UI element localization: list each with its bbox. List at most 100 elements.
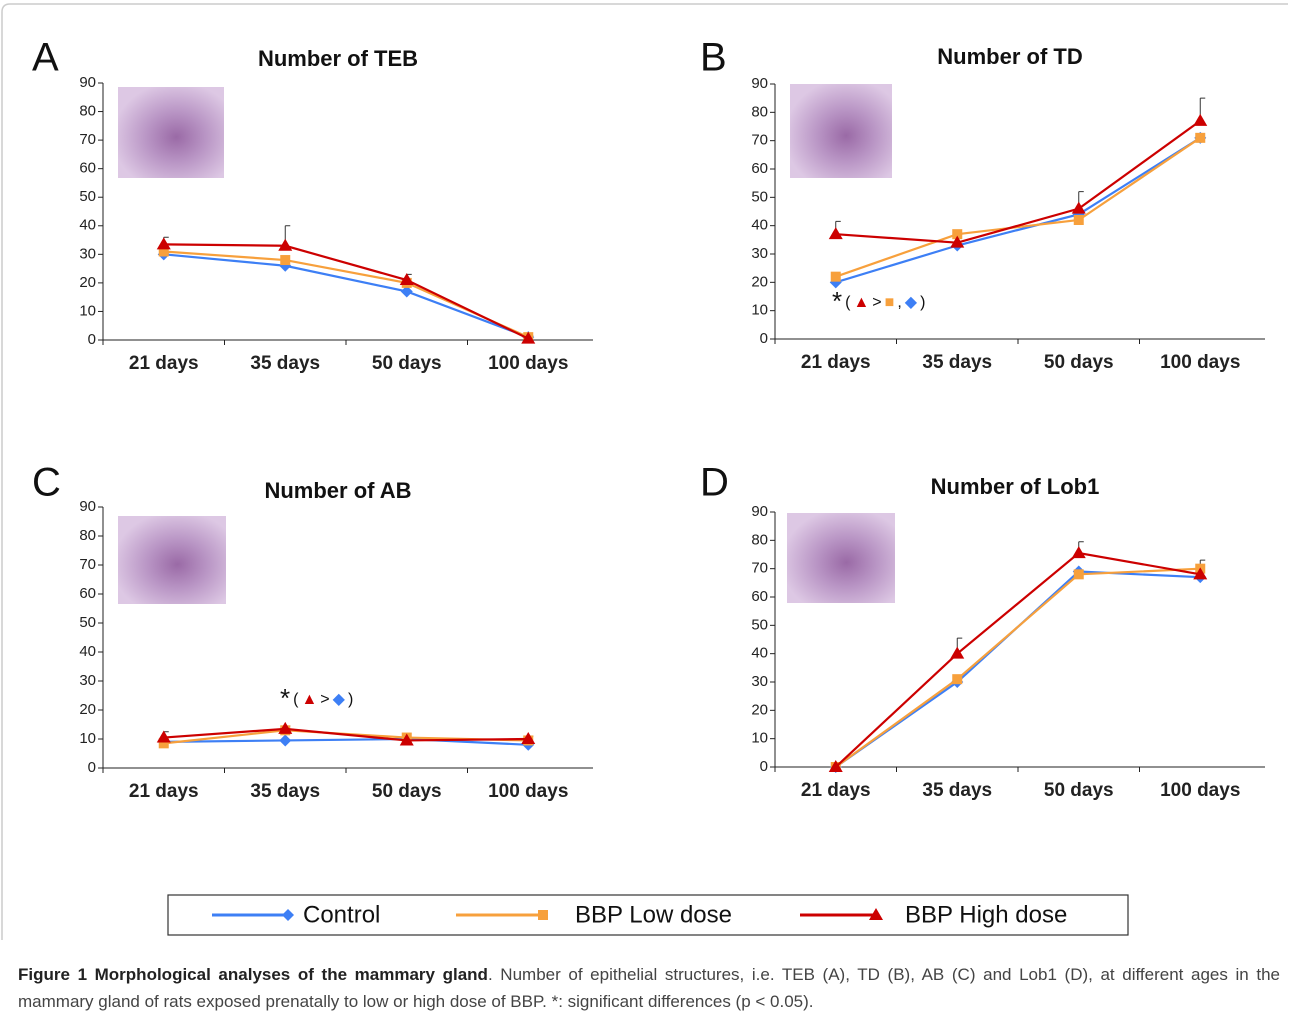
y-tick-label: 50 (79, 188, 96, 205)
y-tick-label: 80 (751, 531, 768, 548)
marker (1193, 113, 1208, 126)
marker (156, 730, 171, 743)
x-tick-label: 50 days (1044, 352, 1114, 373)
legend-label: BBP High dose (905, 901, 1067, 928)
x-tick-label: 50 days (372, 781, 442, 802)
annotation-part: ) (920, 294, 925, 311)
marker (950, 235, 965, 248)
series-line (835, 567, 1201, 768)
marker (1071, 546, 1086, 559)
y-tick-label: 40 (79, 643, 96, 660)
marker (521, 732, 536, 744)
y-tick-label: 60 (79, 585, 96, 602)
panel-label: D (700, 461, 729, 505)
y-tick-label: 0 (88, 759, 96, 776)
x-tick-label: 35 days (250, 353, 320, 374)
figure: A Number of TEB 0 10 20 30 40 50 60 70 80 90 21 days… (1, 3, 1288, 940)
x-tick-label: 35 days (250, 781, 320, 802)
marker (158, 738, 169, 749)
x-tick-label: 35 days (922, 352, 992, 373)
y-tick-label: 10 (751, 730, 768, 747)
marker (952, 229, 963, 240)
marker (828, 760, 843, 772)
y-tick-label: 20 (751, 701, 768, 718)
chart-title: Number of TEB (258, 46, 418, 71)
y-tick-label: 10 (751, 302, 768, 319)
panel-label: A (32, 36, 59, 80)
y-tick-label: 40 (79, 217, 96, 234)
x-tick-label: 100 days (1160, 780, 1240, 801)
y-tick-label: 30 (79, 672, 96, 689)
y-tick-label: 90 (79, 498, 96, 515)
series-line (835, 136, 1201, 284)
y-tick-label: 40 (751, 217, 768, 234)
marker (278, 238, 293, 251)
x-tick-label: 35 days (922, 780, 992, 801)
y-tick-label: 0 (760, 330, 768, 347)
y-tick-label: 90 (751, 503, 768, 520)
legend-label: Control (303, 901, 380, 928)
x-tick-label: 100 days (488, 781, 568, 802)
y-tick-label: 70 (751, 132, 768, 149)
annotation-part: ◆ (333, 691, 346, 708)
marker (1073, 215, 1084, 225)
y-tick-label: 90 (79, 74, 96, 91)
x-tick-label: 50 days (372, 353, 442, 374)
y-tick-label: 90 (751, 75, 768, 92)
annotation-part: > (320, 691, 329, 708)
panel-label: B (700, 36, 727, 80)
panel-label: C (32, 461, 61, 505)
y-tick-label: 70 (79, 131, 96, 148)
annotation-part: , (897, 294, 901, 311)
caption-title: Figure 1 Morphological analyses of the m… (18, 965, 488, 984)
annotation-part: ) (348, 691, 353, 708)
marker (282, 909, 294, 921)
marker (1195, 132, 1206, 143)
x-tick-label: 100 days (488, 353, 568, 374)
y-tick-label: 30 (79, 245, 96, 262)
y-tick-label: 80 (79, 103, 96, 120)
chart-title: Number of TD (937, 44, 1082, 69)
micrograph (787, 513, 895, 603)
marker (1193, 567, 1208, 580)
frame (1, 3, 1288, 940)
y-tick-label: 30 (751, 245, 768, 262)
y-tick-label: 10 (79, 730, 96, 747)
marker (280, 255, 291, 266)
series-line (163, 243, 529, 340)
marker (279, 734, 292, 747)
marker (830, 271, 841, 282)
chart-title: Number of Lob1 (931, 474, 1100, 499)
marker (521, 331, 536, 344)
y-tick-label: 0 (88, 331, 96, 348)
marker (538, 910, 548, 920)
annotation-part: * (832, 286, 842, 316)
y-tick-label: 80 (79, 527, 96, 544)
y-tick-label: 10 (79, 302, 96, 319)
annotation: *(▲ > ◆) (280, 683, 353, 713)
caption-text: . Number of epithelial structures, i.e. … (18, 965, 1280, 1011)
marker (950, 646, 965, 659)
marker (399, 273, 414, 286)
y-tick-label: 20 (79, 701, 96, 718)
y-tick-label: 40 (751, 645, 768, 662)
y-tick-label: 60 (751, 160, 768, 177)
annotation-part: ▲ (301, 691, 317, 708)
annotation-part: ( (293, 691, 299, 708)
y-tick-label: 60 (79, 160, 96, 177)
y-tick-label: 70 (751, 560, 768, 577)
marker (399, 733, 414, 746)
series-line (163, 253, 529, 339)
marker (158, 246, 169, 257)
marker (1073, 569, 1084, 580)
x-tick-label: 50 days (1044, 780, 1114, 801)
y-tick-label: 80 (751, 103, 768, 120)
annotation-part: ◆ (905, 294, 918, 311)
marker (278, 721, 293, 734)
y-tick-label: 50 (751, 616, 768, 633)
annotation-part: > (872, 294, 881, 311)
x-tick-label: 21 days (129, 353, 199, 374)
y-tick-label: 20 (79, 274, 96, 291)
marker (952, 674, 963, 685)
legend-box (167, 894, 1129, 936)
